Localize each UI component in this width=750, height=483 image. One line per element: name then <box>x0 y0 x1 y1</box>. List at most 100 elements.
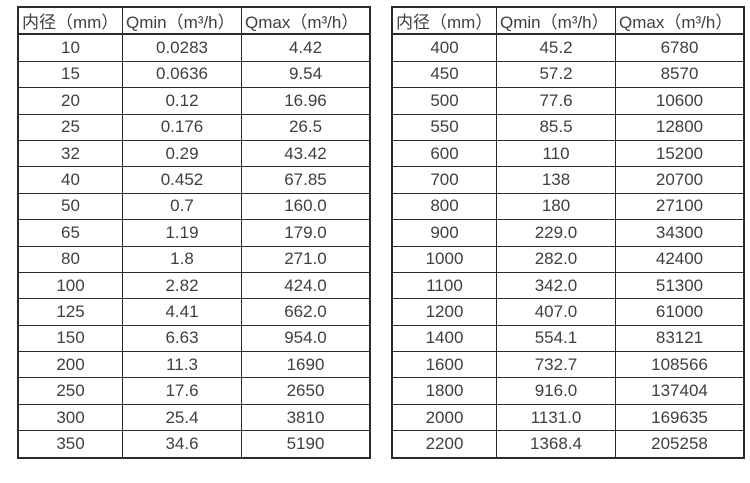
table-cell: 5190 <box>241 430 371 459</box>
table-row: 450 57.2 8570 <box>391 60 745 89</box>
table-cell: 100 <box>17 271 123 300</box>
table-cell: 138 <box>496 166 616 194</box>
table-cell: 6780 <box>615 33 745 62</box>
flow-spec-table-large-diameters: 内径（mm） Qmin（m³/h） Qmax（m³/h） 400 45.2 6780 450… <box>391 6 745 459</box>
column-header: Qmax（m³/h） <box>615 6 745 36</box>
table-row: 25 0.176 26.5 <box>17 113 371 141</box>
table-cell: 15 <box>17 60 123 89</box>
table-cell: 20700 <box>615 166 745 194</box>
table-cell: 169635 <box>615 403 745 432</box>
table-cell: 12800 <box>615 113 745 141</box>
table-cell: 0.176 <box>122 113 242 141</box>
table-cell: 25 <box>17 113 123 141</box>
table-row: 20 0.12 16.96 <box>17 87 371 115</box>
table-row: 550 85.5 12800 <box>391 113 745 141</box>
table-cell: 3810 <box>241 403 371 432</box>
table-cell: 67.85 <box>241 166 371 194</box>
column-header: Qmin（m³/h） <box>122 6 242 36</box>
table-cell: 125 <box>17 298 123 326</box>
table-cell: 1400 <box>391 324 497 353</box>
table-cell: 0.29 <box>122 139 242 168</box>
table-cell: 179.0 <box>241 219 371 247</box>
table-row: 500 77.6 10600 <box>391 87 745 115</box>
table-cell: 17.6 <box>122 377 242 405</box>
table-cell: 10600 <box>615 87 745 115</box>
table-cell: 1.19 <box>122 219 242 247</box>
table-cell: 550 <box>391 113 497 141</box>
table-row: 15 0.0636 9.54 <box>17 60 371 89</box>
table-cell: 26.5 <box>241 113 371 141</box>
flow-spec-table-small-diameters: 内径（mm） Qmin（m³/h） Qmax（m³/h） 10 0.0283 4.42 15… <box>17 6 371 459</box>
table-cell: 700 <box>391 166 497 194</box>
table-cell: 350 <box>17 430 123 459</box>
table-cell: 10 <box>17 33 123 62</box>
table-cell: 900 <box>391 219 497 247</box>
table-cell: 205258 <box>615 430 745 459</box>
table-row: 900 229.0 34300 <box>391 219 745 247</box>
table-cell: 9.54 <box>241 60 371 89</box>
table-cell: 1200 <box>391 298 497 326</box>
table-cell: 250 <box>17 377 123 405</box>
table-cell: 34300 <box>615 219 745 247</box>
table-cell: 1131.0 <box>496 403 616 432</box>
table-row: 300 25.4 3810 <box>17 403 371 432</box>
table-row: 1200 407.0 61000 <box>391 298 745 326</box>
table-cell: 8570 <box>615 60 745 89</box>
table-row: 200 11.3 1690 <box>17 351 371 379</box>
table-cell: 11.3 <box>122 351 242 379</box>
table-cell: 400 <box>391 33 497 62</box>
table-cell: 554.1 <box>496 324 616 353</box>
table-row: 65 1.19 179.0 <box>17 219 371 247</box>
table-cell: 83121 <box>615 324 745 353</box>
table-row: 150 6.63 954.0 <box>17 324 371 353</box>
table-cell: 1368.4 <box>496 430 616 459</box>
table-row: 350 34.6 5190 <box>17 430 371 459</box>
table-row: 125 4.41 662.0 <box>17 298 371 326</box>
table-cell: 32 <box>17 139 123 168</box>
table-cell: 108566 <box>615 351 745 379</box>
table-cell: 1800 <box>391 377 497 405</box>
table-cell: 51300 <box>615 271 745 300</box>
table-row: 2200 1368.4 205258 <box>391 430 745 459</box>
table-cell: 80 <box>17 245 123 273</box>
column-header: 内径（mm） <box>391 6 497 36</box>
table-row: 100 2.82 424.0 <box>17 271 371 300</box>
table-cell: 407.0 <box>496 298 616 326</box>
table-row: 1400 554.1 83121 <box>391 324 745 353</box>
header-row: 内径（mm） Qmin（m³/h） Qmax（m³/h） <box>391 6 745 36</box>
table-row: 1600 732.7 108566 <box>391 351 745 379</box>
column-header: Qmax（m³/h） <box>241 6 371 36</box>
table-cell: 0.452 <box>122 166 242 194</box>
table-cell: 732.7 <box>496 351 616 379</box>
table-row: 1800 916.0 137404 <box>391 377 745 405</box>
table-row: 32 0.29 43.42 <box>17 139 371 168</box>
table-cell: 0.0283 <box>122 33 242 62</box>
table-cell: 282.0 <box>496 245 616 273</box>
table-row: 40 0.452 67.85 <box>17 166 371 194</box>
table-cell: 160.0 <box>241 192 371 221</box>
table-cell: 150 <box>17 324 123 353</box>
table-cell: 110 <box>496 139 616 168</box>
table-cell: 916.0 <box>496 377 616 405</box>
table-cell: 25.4 <box>122 403 242 432</box>
table-cell: 4.41 <box>122 298 242 326</box>
table-cell: 2000 <box>391 403 497 432</box>
table-cell: 342.0 <box>496 271 616 300</box>
table-cell: 600 <box>391 139 497 168</box>
table-cell: 1690 <box>241 351 371 379</box>
table-row: 250 17.6 2650 <box>17 377 371 405</box>
column-header: 内径（mm） <box>17 6 123 36</box>
table-cell: 0.12 <box>122 87 242 115</box>
table-cell: 954.0 <box>241 324 371 353</box>
table-cell: 450 <box>391 60 497 89</box>
table-row: 80 1.8 271.0 <box>17 245 371 273</box>
table-cell: 1600 <box>391 351 497 379</box>
table-row: 1100 342.0 51300 <box>391 271 745 300</box>
table-cell: 4.42 <box>241 33 371 62</box>
table-cell: 1000 <box>391 245 497 273</box>
table-cell: 6.63 <box>122 324 242 353</box>
table-cell: 16.96 <box>241 87 371 115</box>
table-cell: 2.82 <box>122 271 242 300</box>
table-cell: 500 <box>391 87 497 115</box>
